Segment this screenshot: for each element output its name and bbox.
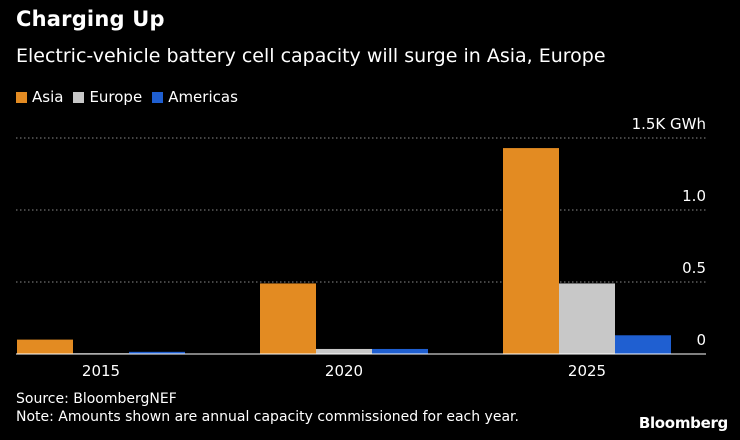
bar-americas-2015 <box>129 351 185 354</box>
x-tick-label-2025: 2025 <box>568 362 606 380</box>
legend-item-asia: Asia <box>16 88 63 106</box>
bar-asia-2020 <box>260 283 316 354</box>
source-note: Source: BloombergNEF <box>16 391 177 407</box>
y-tick-label: 1.5K GWh <box>632 115 706 133</box>
bar-asia-2025 <box>503 148 559 354</box>
y-tick-label: 0 <box>696 331 706 349</box>
chart-title: Charging Up <box>16 7 165 31</box>
gridlines <box>16 137 706 283</box>
legend-label-asia: Asia <box>32 88 64 106</box>
chart-subtitle: Electric-vehicle battery cell capacity w… <box>16 45 606 67</box>
x-tick-label-2015: 2015 <box>82 362 120 380</box>
legend-item-europe: Europe <box>73 88 142 106</box>
legend-label-europe: Europe <box>89 88 143 106</box>
legend: Asia Europe Americas <box>16 88 248 106</box>
bar-europe-2020 <box>316 348 372 354</box>
legend-swatch-europe <box>73 91 85 103</box>
legend-swatch-asia <box>16 91 27 103</box>
bloomberg-logo: Bloomberg <box>638 414 728 432</box>
y-axis-ticks: 0 0.5 1.0 1.5K GWh <box>632 115 706 349</box>
footnote: Note: Amounts shown are annual capacity … <box>16 409 519 425</box>
bars <box>17 148 671 355</box>
bar-europe-2025 <box>559 283 615 354</box>
bar-americas-2020 <box>372 348 428 354</box>
bar-americas-2025 <box>615 335 671 354</box>
legend-swatch-americas <box>152 91 164 103</box>
x-axis-ticks: 2015 2020 2025 <box>82 362 606 380</box>
legend-item-americas: Americas <box>152 88 238 106</box>
bar-asia-2015 <box>17 339 73 354</box>
legend-label-americas: Americas <box>168 88 238 106</box>
y-tick-label: 0.5 <box>682 259 706 277</box>
y-tick-label: 1.0 <box>682 187 706 205</box>
x-tick-label-2020: 2020 <box>325 362 363 380</box>
